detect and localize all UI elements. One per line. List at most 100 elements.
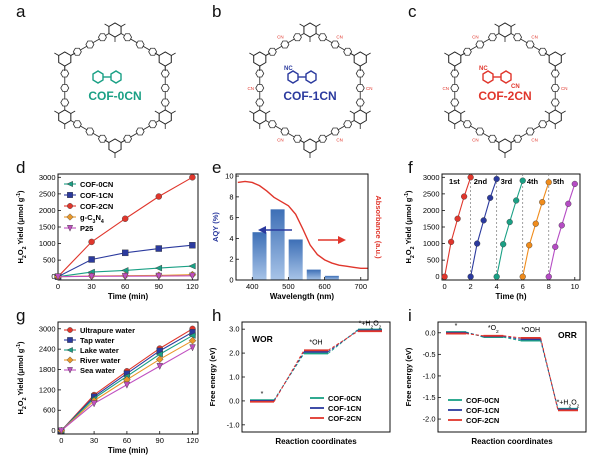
core-ring xyxy=(448,51,462,67)
core-branch xyxy=(299,23,305,27)
center-ring-right xyxy=(500,70,512,84)
core-branch xyxy=(510,23,516,27)
cn-group: CN xyxy=(531,137,538,142)
data-point-cof-1cn xyxy=(189,242,196,249)
structure-cof-0cn: COF-0CN xyxy=(54,22,176,158)
phenyl-ring xyxy=(475,40,485,49)
cycle-line-1st xyxy=(444,177,472,277)
core-branch xyxy=(171,110,176,114)
core-branch xyxy=(54,52,59,56)
data-point-p25 xyxy=(88,273,95,281)
y-tick-label: 8 xyxy=(229,192,233,201)
data-point-cof-1cn xyxy=(121,249,129,257)
y-tick-label: -1.0 xyxy=(423,371,436,380)
legend-label: COF-0CN xyxy=(80,180,113,189)
core-branch xyxy=(265,110,271,114)
legend-label: Tap water xyxy=(80,336,115,345)
phenyl-ring xyxy=(72,47,82,56)
core-ring xyxy=(253,51,267,67)
arrow-left-icon xyxy=(258,226,266,234)
water-point xyxy=(156,363,163,370)
core-branch xyxy=(444,110,449,114)
x-tick-label: 90 xyxy=(155,282,163,291)
legend-label: COF-2CN xyxy=(466,416,499,425)
core-branch xyxy=(494,23,500,27)
cycle-point xyxy=(532,220,539,227)
phenyl-ring xyxy=(60,84,70,92)
cycle-point xyxy=(552,243,559,250)
phenyl-ring xyxy=(475,127,485,136)
phenyl-ring xyxy=(450,98,460,107)
y-tick-label: 0.0 xyxy=(425,328,435,337)
y-tick-label: 4 xyxy=(229,234,233,243)
structure-label: COF-2CN xyxy=(478,89,531,103)
phenyl-ring xyxy=(513,134,523,143)
phenyl-ring xyxy=(462,120,472,129)
cycle-line-4th xyxy=(522,182,550,277)
data-point-cof-0cn xyxy=(188,262,196,270)
legend-label: g-C3N4 xyxy=(80,213,104,225)
phenyl-ring xyxy=(538,120,548,129)
phenyl-ring xyxy=(292,134,302,143)
legend-label: COF-2CN xyxy=(328,414,361,423)
phenyl-ring xyxy=(355,84,365,92)
cycle-point xyxy=(474,240,481,247)
phenyl-ring xyxy=(330,127,340,136)
phenyl-ring xyxy=(267,120,277,129)
core-ring xyxy=(303,138,317,154)
cycle-label: 2nd xyxy=(474,177,488,186)
legend-marker xyxy=(67,337,73,343)
y-tick-label: 2 xyxy=(229,255,233,264)
center-cn-label: CN xyxy=(511,84,520,90)
phenyl-ring xyxy=(255,98,265,107)
core-branch xyxy=(315,23,321,27)
y-tick-label: -0.5 xyxy=(423,350,436,359)
cycle-point xyxy=(454,215,461,222)
plot-frame xyxy=(235,173,369,281)
x-tick-label: 30 xyxy=(90,436,98,445)
core-ring xyxy=(498,138,512,154)
cn-group: CN xyxy=(277,35,284,40)
cycle-point xyxy=(461,193,468,200)
x-axis-label: Wavelength (nm) xyxy=(270,292,334,301)
core-branch xyxy=(460,110,466,114)
phenyl-ring xyxy=(160,84,170,92)
state-label: * xyxy=(455,323,458,330)
water-point xyxy=(155,355,164,364)
state-label: *OH xyxy=(309,340,322,347)
chart-f-cycling: 0 2 4 6 8 10 0 500 1000 1500 2000 2500 3000 Time (h) H… xyxy=(404,173,581,301)
cycle-point xyxy=(558,222,565,229)
x-tick-label: 0 xyxy=(443,282,447,291)
legend-marker xyxy=(66,213,74,221)
phenyl-ring xyxy=(148,47,158,56)
core-ring xyxy=(108,22,122,38)
cycle-point xyxy=(565,200,572,207)
core-branch xyxy=(70,52,76,56)
phenyl-ring xyxy=(550,98,560,107)
x-tick-label: 60 xyxy=(121,282,129,291)
phenyl-ring xyxy=(255,69,265,78)
aqy-bar xyxy=(324,275,339,280)
y-tick-label: 0.0 xyxy=(229,396,239,405)
center-ring-left xyxy=(92,70,104,84)
core-ring xyxy=(58,51,72,67)
x-tick-label: 10 xyxy=(571,282,579,291)
core-branch xyxy=(171,52,176,56)
energy-connector xyxy=(465,332,484,337)
core-ring xyxy=(158,109,172,125)
cn-group: CN xyxy=(531,35,538,40)
phenyl-ring xyxy=(280,127,290,136)
structure-label: COF-0CN xyxy=(88,89,141,103)
legend-marker xyxy=(67,327,73,333)
y-tick-label: 1.0 xyxy=(229,373,239,382)
core-ring xyxy=(448,109,462,125)
arrow-right-icon xyxy=(338,236,346,244)
center-ring-left xyxy=(482,70,494,84)
y-tick-label: 3000 xyxy=(423,173,440,182)
cn-group: CN xyxy=(336,35,343,40)
y-axis-label: H2O2 Yield (μmol g-1) xyxy=(404,190,416,264)
phenyl-ring xyxy=(267,47,277,56)
diagram-title: ORR xyxy=(558,330,577,340)
cn-group: CN xyxy=(366,86,373,91)
x-tick-label: 120 xyxy=(186,436,199,445)
